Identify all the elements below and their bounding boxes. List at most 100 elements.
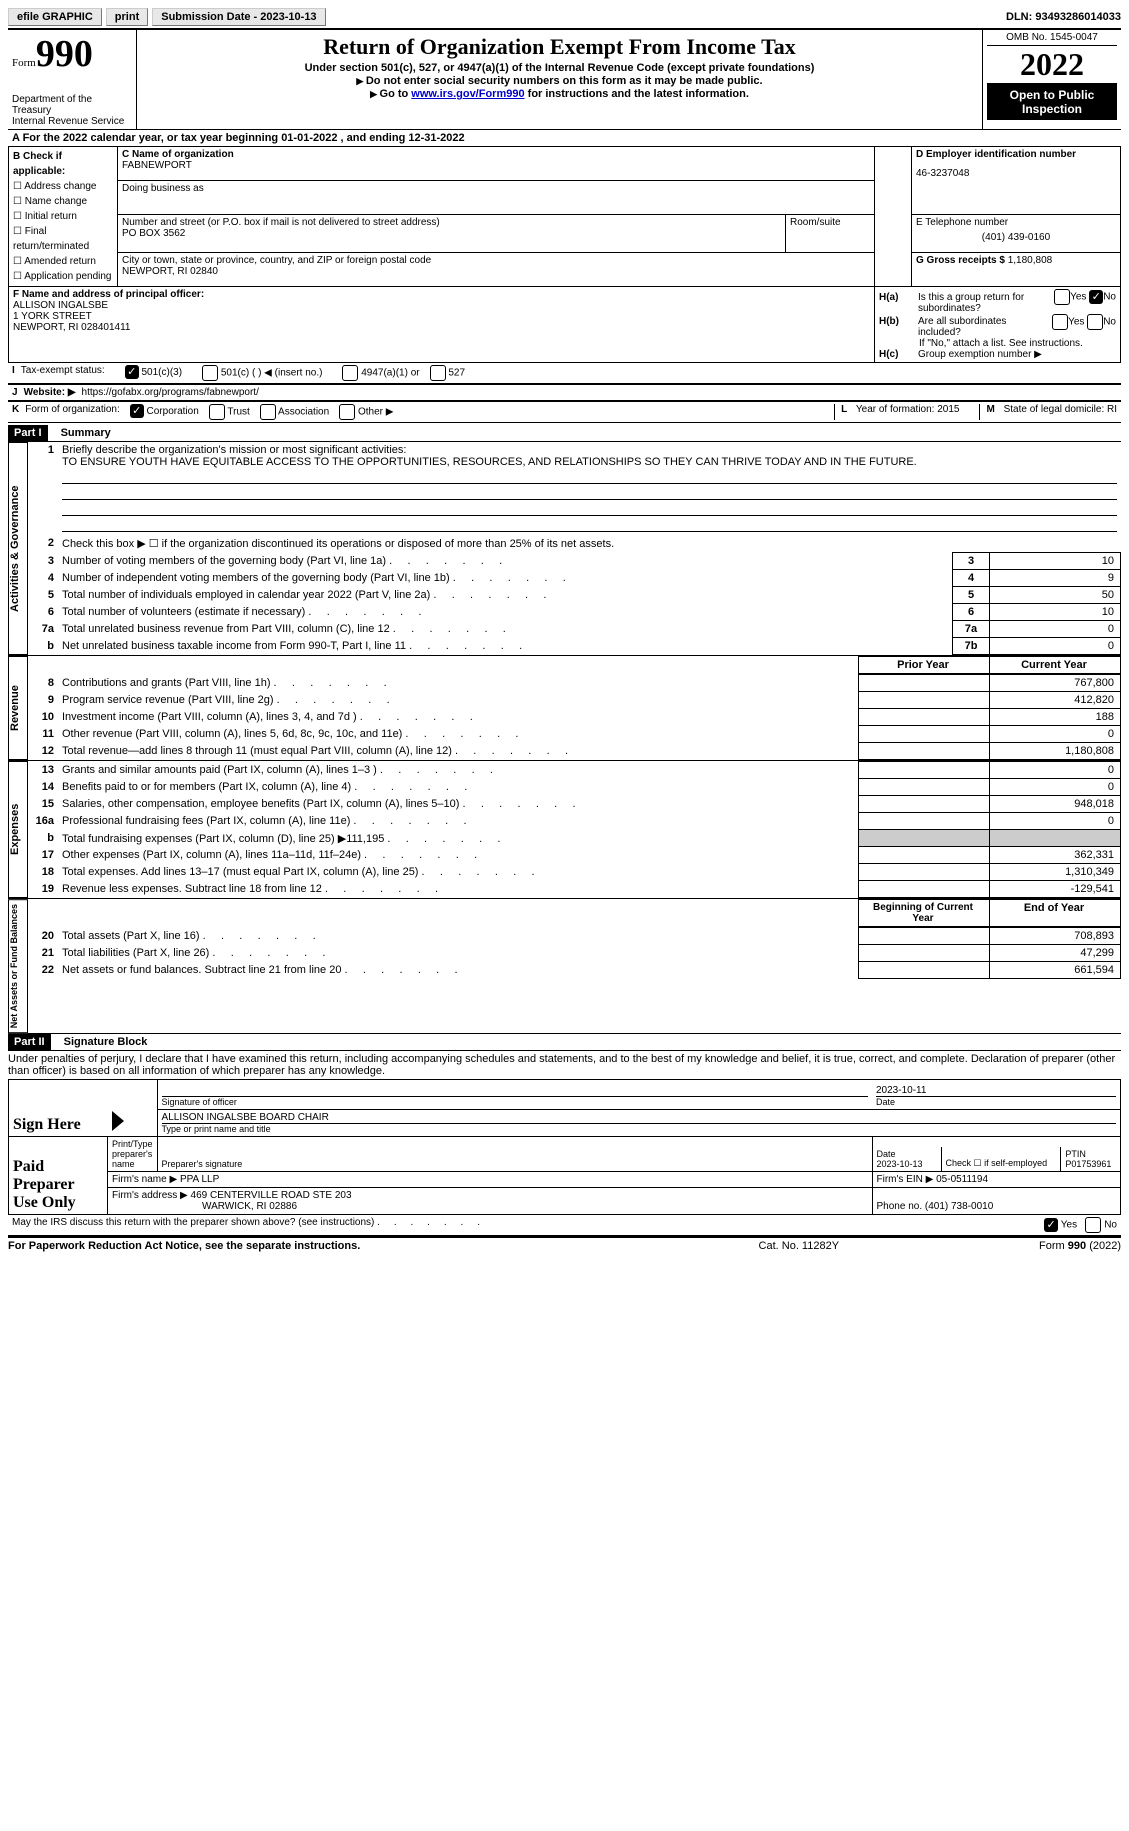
cb-initial-return[interactable]: ☐ Initial return <box>13 209 113 224</box>
firm-name-label: Firm's name ▶ <box>112 1174 177 1185</box>
cb-527[interactable] <box>430 365 446 381</box>
cb-amended-return[interactable]: ☐ Amended return <box>13 254 113 269</box>
may-irs-no[interactable] <box>1085 1217 1101 1233</box>
h-b-no[interactable] <box>1087 314 1103 330</box>
declaration: Under penalties of perjury, I declare th… <box>8 1051 1121 1079</box>
row-i-text: Tax-exempt status: <box>21 365 105 381</box>
cb-assoc[interactable] <box>260 404 276 420</box>
current-val <box>990 830 1121 847</box>
current-val: 1,180,808 <box>990 743 1121 760</box>
tax-year: 2022 <box>987 46 1117 84</box>
line-no: 15 <box>28 796 58 813</box>
line-val: 10 <box>990 553 1121 570</box>
h-a-label: H(a) <box>879 292 914 303</box>
cb-other[interactable] <box>339 404 355 420</box>
form-label: Form <box>12 57 36 69</box>
side-activities: Activities & Governance <box>8 442 28 655</box>
sig-officer-label: Signature of officer <box>162 1096 868 1107</box>
firm-ein: 05-0511194 <box>936 1174 988 1185</box>
h-b-text: Are all subordinates included? <box>918 316 1048 338</box>
cb-name-text: Name change <box>25 196 87 207</box>
paid-preparer: Paid Preparer Use Only <box>9 1137 108 1215</box>
print-button[interactable]: print <box>106 8 148 26</box>
line-box: 7a <box>953 621 990 638</box>
firm-name: PPA LLP <box>180 1174 219 1185</box>
ptin-label: PTIN <box>1065 1149 1086 1159</box>
box-d-label: D Employer identification number <box>916 149 1116 160</box>
line-no: 18 <box>28 864 58 881</box>
line-no: b <box>28 638 58 655</box>
current-val: 661,594 <box>990 962 1121 979</box>
line-text: Total assets (Part X, line 16) <box>58 928 859 945</box>
efile-button[interactable]: efile GRAPHIC <box>8 8 102 26</box>
gross-receipts: 1,180,808 <box>1008 255 1053 266</box>
phone: (401) 439-0160 <box>916 232 1116 243</box>
officer-addr1: 1 YORK STREET <box>13 311 870 322</box>
subtitle-1: Under section 501(c), 527, or 4947(a)(1)… <box>141 62 978 74</box>
box-c-label: C Name of organization <box>122 149 870 160</box>
footer: For Paperwork Reduction Act Notice, see … <box>8 1236 1121 1252</box>
dept-treasury: Department of the Treasury <box>12 94 132 116</box>
date-label: Date <box>876 1096 1116 1107</box>
cb-address-change[interactable]: ☐ Address change <box>13 179 113 194</box>
cb-501c[interactable] <box>202 365 218 381</box>
line-text: Revenue less expenses. Subtract line 18 … <box>58 881 859 898</box>
col-end: End of Year <box>990 900 1121 927</box>
prior-val <box>859 743 990 760</box>
line-no: 10 <box>28 709 58 726</box>
part2-title: Signature Block <box>64 1036 148 1048</box>
line1-no: 1 <box>28 442 58 535</box>
prior-val <box>859 796 990 813</box>
cb-corp[interactable]: ✓ <box>130 404 144 418</box>
line-box: 4 <box>953 570 990 587</box>
type-name-label: Type or print name and title <box>162 1123 1116 1134</box>
line-text: Number of independent voting members of … <box>58 570 953 587</box>
room-label: Room/suite <box>790 217 870 228</box>
firm-addr2: WARWICK, RI 02886 <box>202 1201 297 1212</box>
current-val: 0 <box>990 726 1121 743</box>
dln-value: 93493286014033 <box>1035 11 1121 23</box>
cb-final-return[interactable]: ☐ Final return/terminated <box>13 224 113 254</box>
h-b-yes[interactable] <box>1052 314 1068 330</box>
line-text: Net assets or fund balances. Subtract li… <box>58 962 859 979</box>
cb-4947[interactable] <box>342 365 358 381</box>
may-irs-yes[interactable]: ✓ <box>1044 1218 1058 1232</box>
line-no: 7a <box>28 621 58 638</box>
prior-val <box>859 881 990 898</box>
line-text: Investment income (Part VIII, column (A)… <box>58 709 859 726</box>
city-label: City or town, state or province, country… <box>122 255 870 266</box>
cb-app-pending[interactable]: ☐ Application pending <box>13 269 113 284</box>
current-val: 0 <box>990 762 1121 779</box>
cb-name-change[interactable]: ☐ Name change <box>13 194 113 209</box>
irs-link[interactable]: www.irs.gov/Form990 <box>411 88 524 100</box>
line-no: 21 <box>28 945 58 962</box>
part2-row: Part II Signature Block <box>8 1033 1121 1051</box>
prep-phone: (401) 738-0010 <box>925 1201 993 1212</box>
sig-arrow-icon <box>112 1111 124 1131</box>
cb-501c3[interactable]: ✓ <box>125 365 139 379</box>
firm-ein-label: Firm's EIN ▶ <box>877 1174 934 1185</box>
line-box: 5 <box>953 587 990 604</box>
date2-label: Date <box>877 1149 896 1159</box>
footer-form: Form <box>1039 1240 1068 1252</box>
h-c-text: Group exemption number ▶ <box>918 349 1042 360</box>
line-no: 22 <box>28 962 58 979</box>
cb-trust[interactable] <box>209 404 225 420</box>
col-prior: Prior Year <box>859 657 990 674</box>
street-address: PO BOX 3562 <box>122 228 781 239</box>
h-a-yes[interactable] <box>1054 289 1070 305</box>
prior-val <box>859 762 990 779</box>
may-irs-text: May the IRS discuss this return with the… <box>12 1217 1044 1233</box>
date2-val: 2023-10-13 <box>877 1159 923 1169</box>
line-text: Total liabilities (Part X, line 26) <box>58 945 859 962</box>
open-line1: Open to Public <box>1010 88 1095 102</box>
line2-text: Check this box ▶ ☐ if the organization d… <box>58 535 1121 552</box>
line-text: Salaries, other compensation, employee b… <box>58 796 859 813</box>
city-state-zip: NEWPORT, RI 02840 <box>122 266 870 277</box>
h-c-label: H(c) <box>879 349 914 360</box>
box-f-label: F Name and address of principal officer: <box>13 289 870 300</box>
check-self-employed: Check ☐ if self-employed <box>941 1147 1061 1171</box>
h-a-no[interactable]: ✓ <box>1089 290 1103 304</box>
line-text: Total unrelated business revenue from Pa… <box>58 621 953 638</box>
entity-block: B Check if applicable: ☐ Address change … <box>8 146 1121 363</box>
